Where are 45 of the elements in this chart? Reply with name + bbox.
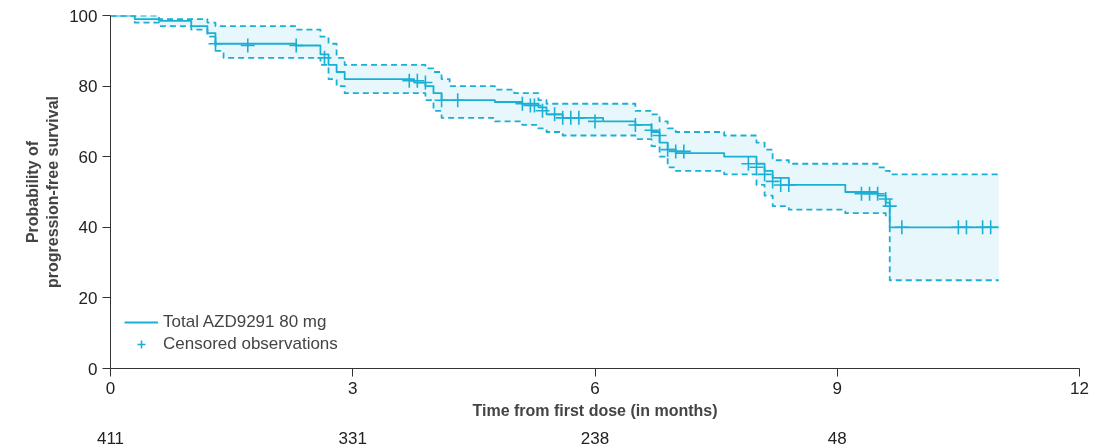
point — [740, 155, 757, 172]
point — [239, 37, 256, 54]
point — [534, 103, 551, 119]
y-tick-label: 60 — [78, 147, 98, 167]
point — [869, 185, 886, 202]
point — [514, 95, 531, 112]
point — [877, 191, 894, 207]
point — [651, 127, 668, 144]
x-tick-label: 3 — [348, 378, 358, 398]
point — [676, 143, 692, 160]
x-axis-title: Time from first dose (in months) — [472, 401, 718, 419]
x-tick-label: 12 — [1070, 378, 1089, 398]
point — [764, 173, 781, 190]
y-axis-title: Probability of progression-free survival — [23, 95, 62, 289]
text: 48 — [827, 428, 847, 446]
text: 331 — [338, 428, 367, 446]
y-tick-label: 100 — [69, 6, 98, 26]
x-tick-label: 0 — [105, 378, 116, 398]
y-tick-label: 80 — [78, 77, 98, 97]
x-tick-label: 6 — [590, 378, 600, 398]
point — [659, 141, 676, 158]
y-tick-label: 0 — [88, 359, 98, 379]
point — [316, 50, 333, 66]
y-tick-label: 40 — [78, 218, 98, 238]
legend-label: Censored observations — [163, 334, 338, 354]
point — [433, 92, 450, 109]
text: 238 — [580, 428, 610, 446]
point — [417, 74, 434, 91]
point — [409, 73, 426, 89]
point — [587, 113, 603, 130]
point — [207, 35, 224, 52]
point — [288, 37, 305, 54]
x-tick-label: 9 — [832, 378, 842, 398]
legend-label: Total AZD9291 80 mg — [163, 312, 327, 332]
point — [748, 159, 765, 176]
point — [526, 97, 543, 114]
point — [881, 198, 898, 214]
point — [627, 117, 644, 133]
point — [449, 92, 466, 109]
text: 411 — [96, 428, 125, 446]
point — [643, 122, 660, 139]
y-tick-label: 20 — [78, 288, 98, 308]
point — [958, 219, 975, 236]
point — [756, 166, 773, 183]
point — [546, 106, 563, 123]
